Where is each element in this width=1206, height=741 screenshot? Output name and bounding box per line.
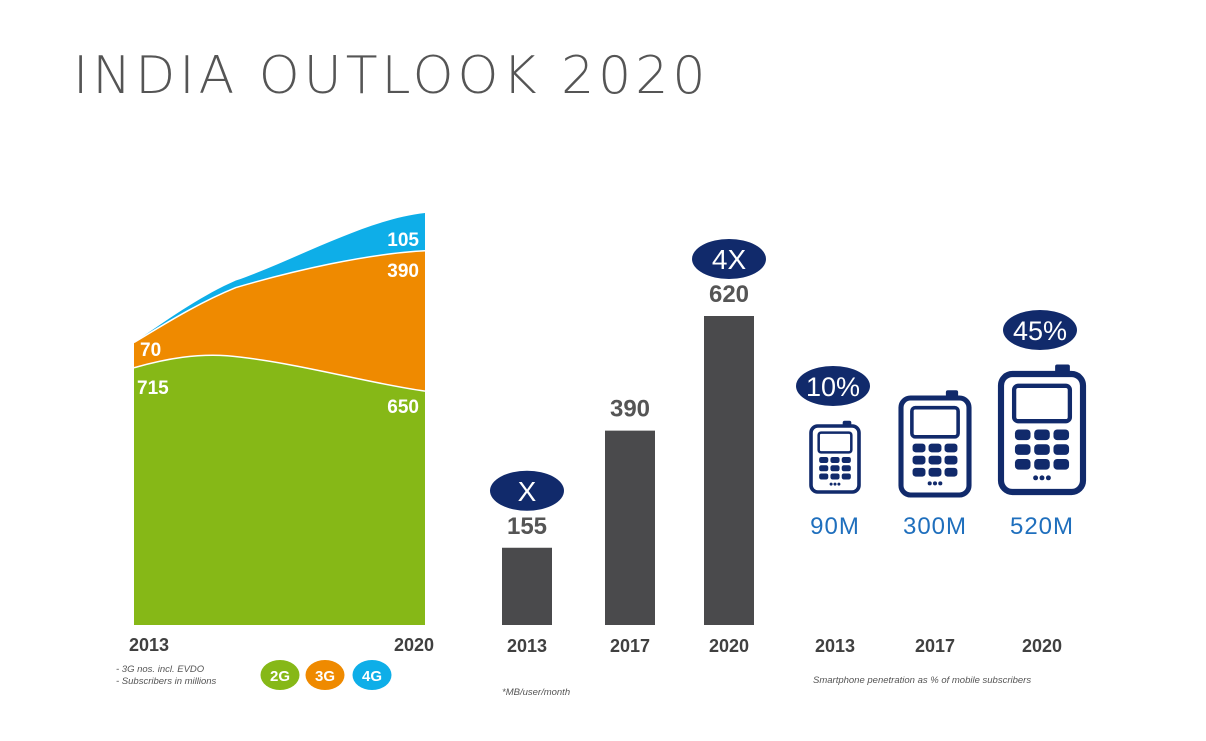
growth-label-2020: 4X: [712, 244, 747, 275]
data-label-3g-2020: 390: [387, 261, 419, 282]
legend-label-4g: 4G: [362, 668, 382, 685]
phone-key: [928, 443, 942, 453]
phone-dot: [829, 482, 833, 486]
subscribers-2017: 300M: [903, 513, 967, 540]
footnote-mb-per-user: *MB/user/month: [502, 687, 570, 698]
phone-key: [830, 473, 840, 480]
x-tick-2017: 2017: [610, 636, 650, 656]
legend-label-3g: 3G: [315, 668, 335, 685]
phone-dot: [1039, 475, 1045, 481]
phone-dot: [1033, 475, 1039, 481]
phone-key: [1034, 458, 1050, 470]
bar-2013: [502, 547, 552, 625]
data-label-4g-2020: 105: [387, 230, 419, 251]
data-label-2g-2013: 715: [137, 378, 169, 399]
phone-key: [819, 473, 829, 480]
page-title: INDIA OUTLOOK 2020: [73, 46, 710, 106]
phone-key: [1034, 429, 1050, 441]
phone-key: [1014, 429, 1031, 441]
x-tick-2020: 2020: [394, 635, 434, 655]
x-tick-2013: 2013: [129, 635, 169, 655]
area-3g-edge: [133, 250, 426, 344]
phone-key: [1014, 458, 1031, 470]
legend-swatch-2g: [260, 660, 300, 690]
bar-value-2020: 620: [709, 281, 749, 308]
phone-key: [819, 457, 829, 463]
data-label-3g-2013: 70: [140, 340, 161, 361]
phone-key: [912, 455, 926, 465]
legend-swatch-3g: [305, 660, 345, 690]
penetration-badge-2013: [796, 366, 870, 406]
growth-label-2013: X: [518, 476, 537, 507]
phone-key: [944, 443, 958, 453]
phone-key: [912, 467, 926, 477]
phone-screen: [1011, 383, 1073, 424]
subscribers-2013: 90M: [810, 513, 860, 540]
x-tick-2020: 2020: [1022, 636, 1062, 656]
phone-dot: [938, 481, 943, 486]
growth-badge-2013: [490, 470, 564, 511]
phone-key: [1014, 444, 1031, 455]
smartphone-penetration-chart: 10% 90M 2013 300M 2017 45% 520M 2020 Smartphone …: [796, 310, 1087, 686]
phone-key: [841, 465, 851, 472]
footnote-millions: - Subscribers in millions: [116, 676, 217, 687]
phone-key: [841, 457, 851, 463]
area-2g: [134, 355, 425, 625]
phone-key: [830, 465, 840, 472]
phone-icon-2017: [898, 390, 972, 498]
phone-key: [944, 455, 958, 465]
phone-key: [928, 455, 942, 465]
x-tick-2020: 2020: [709, 636, 749, 656]
phone-dot: [1045, 475, 1051, 481]
x-tick-2013: 2013: [507, 636, 547, 656]
area-2g-edge: [133, 354, 426, 392]
legend-label-2g: 2G: [270, 668, 290, 685]
footnote-evdo: - 3G nos. incl. EVDO: [116, 664, 205, 675]
phone-key: [1053, 458, 1070, 470]
x-tick-2017: 2017: [915, 636, 955, 656]
penetration-badge-2020: [1003, 310, 1077, 350]
phone-key: [1053, 429, 1070, 441]
phone-key: [841, 473, 851, 480]
phone-dot: [932, 481, 938, 486]
phone-key: [1034, 444, 1050, 455]
footnote-penetration: Smartphone penetration as % of mobile su…: [813, 675, 1031, 686]
phone-screen: [910, 405, 960, 439]
subscriber-area-chart: 70 715 105 390 650 2013 2020 - 3G nos. incl. EV…: [116, 213, 434, 690]
legend-swatch-4g: [352, 660, 392, 690]
phone-key: [830, 457, 840, 463]
bar-value-2017: 390: [610, 396, 650, 423]
penetration-label-2013: 10%: [806, 372, 860, 402]
subscribers-2020: 520M: [1010, 513, 1074, 540]
phone-dot: [833, 482, 837, 486]
phone-dot: [837, 482, 841, 486]
phone-key: [944, 467, 958, 477]
data-usage-bar-chart: 155 X 2013 390 2017 620 4X 2020 *MB/user/month: [490, 239, 766, 698]
bar-2017: [605, 430, 655, 625]
bar-value-2013: 155: [507, 513, 547, 540]
phone-screen: [817, 431, 853, 454]
phone-dot: [927, 481, 932, 486]
phone-key: [1053, 444, 1070, 455]
phone-key: [819, 465, 829, 472]
area-3g: [134, 250, 425, 392]
x-tick-2013: 2013: [815, 636, 855, 656]
phone-key: [912, 443, 926, 453]
penetration-label-2020: 45%: [1013, 316, 1067, 346]
phone-icon-2013: [809, 420, 861, 494]
growth-badge-2020: [692, 239, 766, 279]
phone-key: [928, 467, 942, 477]
bar-2020: [704, 316, 754, 625]
data-label-2g-2020: 650: [387, 397, 419, 418]
phone-icon-2020: [997, 364, 1087, 496]
area-4g: [134, 213, 425, 343]
